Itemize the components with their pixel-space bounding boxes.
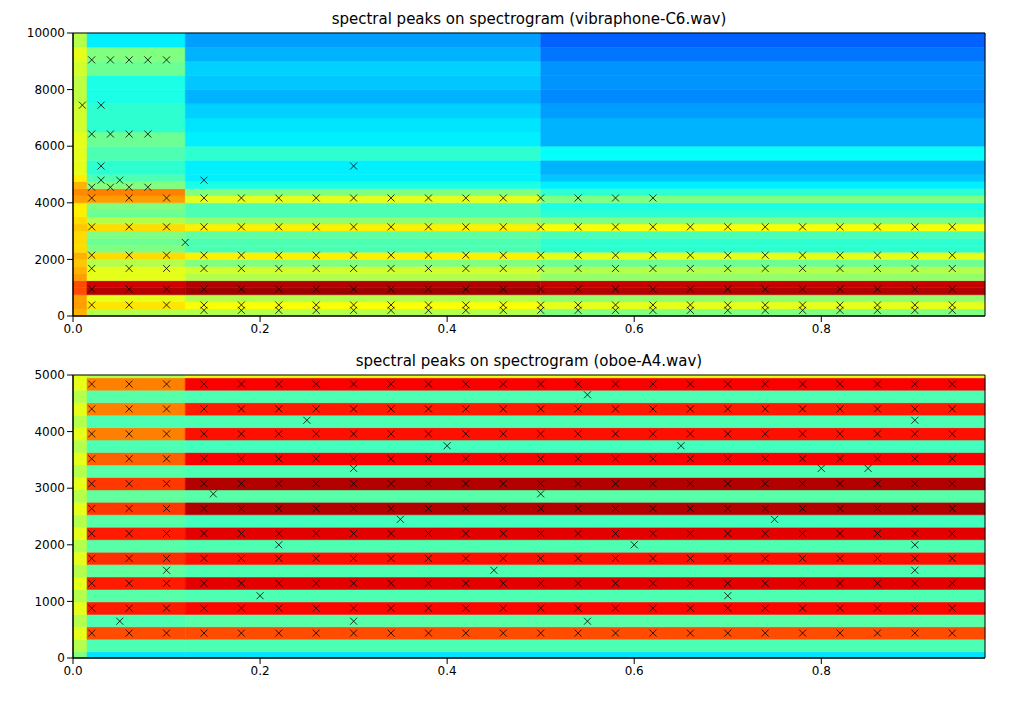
svg-text:8000: 8000 xyxy=(34,83,65,97)
svg-text:0.0: 0.0 xyxy=(63,322,82,336)
svg-text:0.2: 0.2 xyxy=(251,664,270,678)
svg-text:4000: 4000 xyxy=(34,425,65,439)
svg-text:0.8: 0.8 xyxy=(812,664,831,678)
svg-text:10000: 10000 xyxy=(27,26,65,40)
svg-text:0.4: 0.4 xyxy=(438,664,457,678)
svg-text:0.8: 0.8 xyxy=(812,322,831,336)
html-text:spectral peaks on spectrogram: spectral peaks on spectrogram (vibraphon… xyxy=(331,10,727,28)
svg-text:3000: 3000 xyxy=(34,481,65,495)
svg-text:0: 0 xyxy=(57,651,65,665)
svg-text:2000: 2000 xyxy=(34,253,65,267)
html-text:spectral peaks on spectrogram: spectral peaks on spectrogram (oboe-A4.w… xyxy=(355,352,703,370)
svg-text:4000: 4000 xyxy=(34,196,65,210)
svg-text:0.6: 0.6 xyxy=(625,322,644,336)
svg-text:0.2: 0.2 xyxy=(251,322,270,336)
svg-text:0.4: 0.4 xyxy=(438,322,457,336)
svg-text:0: 0 xyxy=(57,309,65,323)
svg-text:1000: 1000 xyxy=(34,595,65,609)
svg-text:2000: 2000 xyxy=(34,538,65,552)
svg-text:6000: 6000 xyxy=(34,139,65,153)
svg-text:0.0: 0.0 xyxy=(63,664,82,678)
svg-text:0.6: 0.6 xyxy=(625,664,644,678)
svg-text:5000: 5000 xyxy=(34,368,65,382)
